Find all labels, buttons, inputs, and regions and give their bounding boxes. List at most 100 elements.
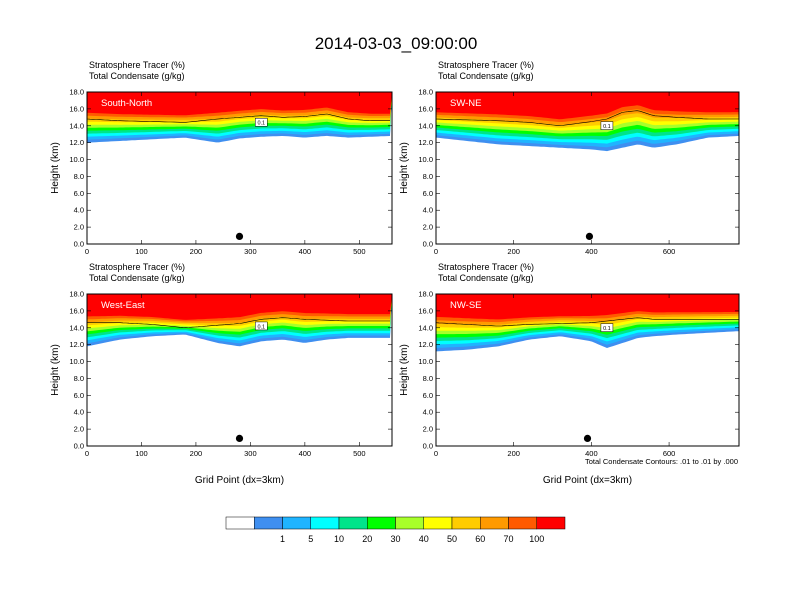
x-tick-label: 200 bbox=[507, 247, 520, 256]
y-tick-label: 0.0 bbox=[423, 442, 433, 451]
tracer-band bbox=[436, 92, 739, 120]
colorbar-label: 60 bbox=[475, 534, 485, 544]
y-axis-label: Height (km) bbox=[399, 142, 410, 194]
y-tick-label: 16.0 bbox=[418, 306, 433, 315]
panel-field: 0.1 bbox=[87, 92, 392, 244]
colorbar-swatch bbox=[480, 516, 509, 530]
x-tick-label: 300 bbox=[244, 247, 257, 256]
y-tick-label: 4.0 bbox=[423, 206, 433, 215]
panel-title-line: Total Condensate (g/kg) bbox=[438, 71, 534, 81]
y-tick-label: 6.0 bbox=[423, 189, 433, 198]
y-tick-label: 10.0 bbox=[69, 155, 84, 164]
y-tick-label: 14.0 bbox=[69, 323, 84, 332]
panel-field: 0.1 bbox=[87, 294, 392, 446]
x-tick-label: 300 bbox=[244, 449, 257, 458]
contour-label-box bbox=[255, 117, 268, 127]
panel-name: SW-NE bbox=[450, 98, 482, 109]
y-tick-label: 14.0 bbox=[418, 121, 433, 130]
colorbar: 1 5 10 20 30 40 50 60 70 100 bbox=[225, 516, 566, 544]
colorbar-swatch bbox=[423, 516, 453, 530]
colorbar-swatch bbox=[310, 516, 340, 530]
y-tick-label: 2.0 bbox=[74, 223, 84, 232]
tracer-band bbox=[436, 294, 739, 320]
y-tick-label: 16.0 bbox=[418, 104, 433, 113]
colorbar-label: 10 bbox=[334, 534, 344, 544]
panel-frame bbox=[86, 91, 393, 245]
panel-sw-ne: Stratosphere Tracer (%)Total Condensate … bbox=[399, 60, 740, 256]
y-tick-label: 8.0 bbox=[423, 172, 433, 181]
y-tick-label: 0.0 bbox=[74, 442, 84, 451]
y-tick-label: 12.0 bbox=[69, 138, 84, 147]
panel-title-line: Stratosphere Tracer (%) bbox=[438, 262, 534, 272]
y-tick-label: 18.0 bbox=[69, 290, 84, 299]
colorbar-swatch bbox=[451, 516, 481, 530]
y-tick-label: 2.0 bbox=[423, 223, 433, 232]
colorbar-label: 40 bbox=[419, 534, 429, 544]
panel-title-line: Total Condensate (g/kg) bbox=[89, 273, 185, 283]
y-tick-label: 4.0 bbox=[74, 408, 84, 417]
contour-label-box bbox=[600, 323, 614, 332]
y-tick-label: 6.0 bbox=[74, 189, 84, 198]
colorbar-swatch bbox=[282, 516, 311, 530]
panel-field: 0.1 bbox=[436, 294, 739, 446]
panel-west-east: Stratosphere Tracer (%)Total Condensate … bbox=[50, 262, 393, 486]
colorbar-label: 30 bbox=[390, 534, 400, 544]
site-marker bbox=[235, 232, 244, 240]
y-axis-label: Height (km) bbox=[50, 142, 61, 194]
site-marker bbox=[583, 434, 592, 442]
contour-label-box bbox=[255, 321, 268, 331]
y-tick-label: 10.0 bbox=[418, 155, 433, 164]
y-tick-label: 18.0 bbox=[418, 290, 433, 299]
y-tick-label: 2.0 bbox=[74, 425, 84, 434]
contour-label: 0.1 bbox=[257, 121, 265, 127]
x-tick-label: 400 bbox=[585, 449, 598, 458]
contour-label: 0.1 bbox=[257, 324, 265, 330]
x-tick-label: 400 bbox=[585, 247, 598, 256]
colorbar-label: 70 bbox=[503, 534, 513, 544]
y-tick-label: 4.0 bbox=[423, 408, 433, 417]
y-tick-label: 18.0 bbox=[418, 88, 433, 97]
panel-name: NW-SE bbox=[450, 300, 482, 311]
condensate-contour bbox=[436, 317, 739, 327]
x-tick-label: 400 bbox=[299, 247, 312, 256]
panel-south-north: Stratosphere Tracer (%)Total Condensate … bbox=[50, 60, 393, 256]
x-tick-label: 600 bbox=[663, 449, 676, 458]
colorbar-label: 100 bbox=[529, 534, 544, 544]
contour-label: 0.1 bbox=[603, 326, 611, 332]
y-tick-label: 4.0 bbox=[74, 206, 84, 215]
panel-title-line: Stratosphere Tracer (%) bbox=[438, 60, 534, 70]
colorbar-swatch bbox=[508, 516, 537, 530]
y-axis-label: Height (km) bbox=[50, 344, 61, 396]
colorbar-label: 50 bbox=[447, 534, 457, 544]
figure-title: 2014-03-03_09:00:00 bbox=[315, 34, 478, 53]
y-tick-label: 10.0 bbox=[69, 357, 84, 366]
y-tick-label: 0.0 bbox=[74, 240, 84, 249]
y-tick-label: 12.0 bbox=[418, 138, 433, 147]
y-tick-label: 2.0 bbox=[423, 425, 433, 434]
y-tick-label: 14.0 bbox=[69, 121, 84, 130]
y-tick-label: 18.0 bbox=[69, 88, 84, 97]
y-tick-label: 6.0 bbox=[74, 391, 84, 400]
x-tick-label: 0 bbox=[85, 449, 89, 458]
panel-title-line: Stratosphere Tracer (%) bbox=[89, 60, 185, 70]
y-tick-label: 14.0 bbox=[418, 323, 433, 332]
y-tick-label: 8.0 bbox=[423, 374, 433, 383]
panel-title-line: Total Condensate (g/kg) bbox=[89, 71, 185, 81]
x-tick-label: 0 bbox=[434, 449, 438, 458]
x-tick-label: 200 bbox=[190, 449, 203, 458]
panel-field: 0.1 bbox=[436, 92, 739, 244]
colorbar-label: 5 bbox=[308, 534, 313, 544]
x-tick-label: 200 bbox=[190, 247, 203, 256]
colorbar-swatch bbox=[254, 516, 283, 530]
panel-name: South-North bbox=[101, 98, 152, 109]
y-tick-label: 16.0 bbox=[69, 104, 84, 113]
condensate-contour bbox=[87, 317, 390, 329]
x-tick-label: 200 bbox=[507, 449, 520, 458]
panel-frame bbox=[435, 91, 740, 245]
y-tick-label: 12.0 bbox=[418, 340, 433, 349]
condensate-contour bbox=[87, 113, 390, 123]
contour-label-box bbox=[600, 121, 614, 130]
y-tick-label: 10.0 bbox=[418, 357, 433, 366]
y-tick-label: 6.0 bbox=[423, 391, 433, 400]
